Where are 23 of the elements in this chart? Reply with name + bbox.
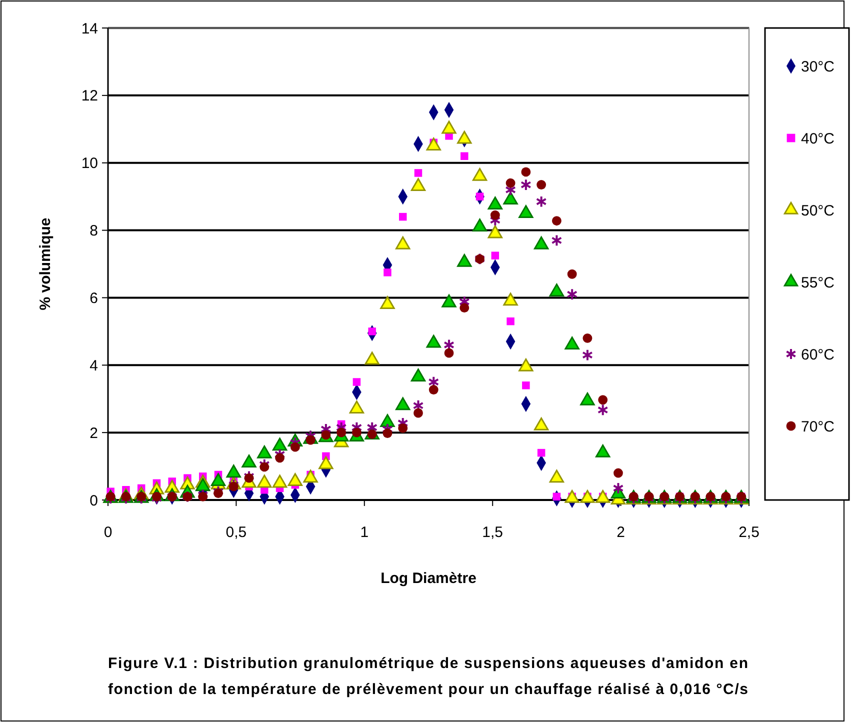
x-tick-label: 0,5	[226, 524, 247, 541]
y-tick-label: 0	[90, 492, 98, 510]
y-tick-label: 14	[81, 20, 98, 38]
legend-label: 50°C	[801, 202, 835, 220]
x-tick-label: 2,5	[738, 524, 760, 541]
legend-label: 30°C	[801, 58, 835, 76]
y-tick-label: 8	[90, 222, 98, 240]
x-tick-label: 1	[360, 524, 369, 541]
y-axis-title: % volumique	[37, 218, 54, 310]
legend-label: 60°C	[801, 346, 835, 364]
y-tick-label: 12	[81, 88, 98, 105]
y-tick-label: 10	[81, 155, 98, 172]
y-tick-label: 6	[90, 290, 98, 307]
y-tick-label: 4	[90, 357, 98, 374]
x-tick-label: 2	[616, 524, 625, 541]
x-tick-label: 1,5	[482, 524, 504, 541]
legend-label: 70°C	[801, 418, 835, 436]
y-tick-label: 2	[90, 424, 98, 442]
legend-label: 40°C	[801, 130, 835, 148]
legend-label: 55°C	[801, 274, 835, 292]
text: Figure V.1 : Distribution granulométrique de suspensions aqueuses d'amidon en fonction de la température de prélèvement pour un chauffage réalisé à 0,016 °C/s	[108, 655, 748, 698]
x-axis-title: Log Diamètre	[380, 570, 476, 587]
x-tick-label: 0	[104, 524, 112, 541]
